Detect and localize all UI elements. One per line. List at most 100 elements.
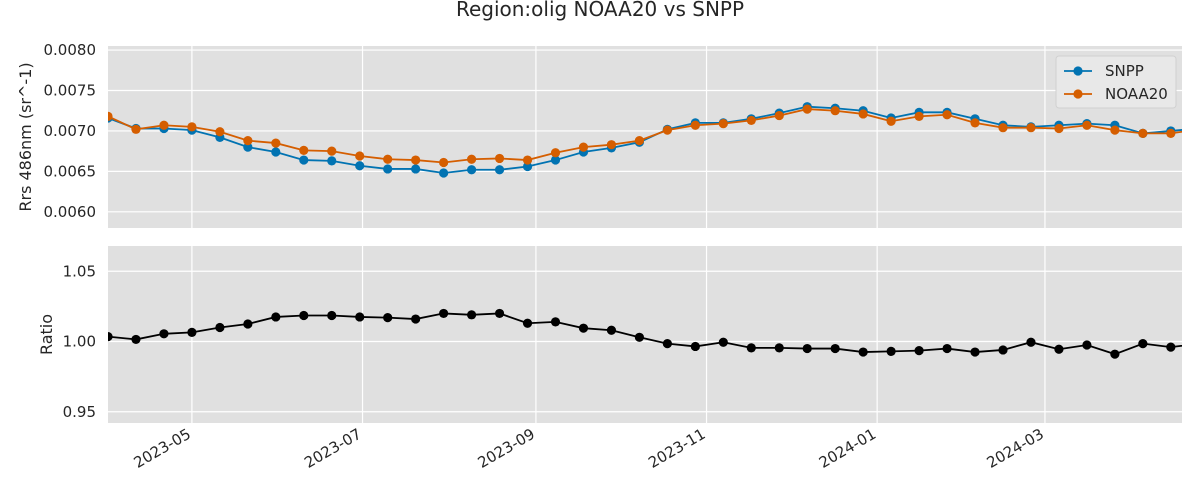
legend-item-noaa20: NOAA20 <box>1064 85 1168 103</box>
data-point <box>327 156 337 166</box>
y-tick-label: 0.0065 <box>44 162 97 180</box>
data-point <box>550 155 561 165</box>
bottom-panel-background <box>108 246 1182 423</box>
data-point <box>942 343 952 354</box>
data-point <box>494 308 505 319</box>
data-point <box>108 111 113 121</box>
bottom-panel-y-label: Ratio <box>37 314 56 355</box>
data-point <box>1026 337 1036 347</box>
data-point <box>1110 349 1120 359</box>
bottom-panel-y-ticks: 0.95 1.00 1.05 <box>63 262 96 420</box>
data-point <box>1166 342 1176 352</box>
y-tick-label: 0.0080 <box>44 41 97 59</box>
data-point <box>466 310 477 320</box>
bottom-panel-grid <box>108 246 1182 423</box>
series-line <box>108 312 1182 356</box>
data-point <box>1138 339 1148 349</box>
data-point <box>662 339 672 349</box>
data-point <box>662 125 672 135</box>
data-point <box>355 312 365 322</box>
data-point <box>998 123 1008 133</box>
series-ratio <box>108 308 1182 359</box>
data-point <box>187 327 197 337</box>
data-point <box>830 343 840 354</box>
y-tick-label: 0.95 <box>63 403 96 421</box>
data-point <box>522 161 533 172</box>
data-point <box>970 347 980 357</box>
data-point <box>746 343 756 353</box>
data-point <box>243 136 253 146</box>
data-point <box>411 155 421 165</box>
data-point <box>299 155 309 165</box>
data-point <box>187 122 197 132</box>
data-point <box>914 346 924 356</box>
top-panel-y-ticks: 0.0060 0.0065 0.0070 0.0075 0.0080 <box>44 41 97 221</box>
series-noaa20 <box>108 104 1200 168</box>
x-tick-label: 2023-05 <box>131 425 194 472</box>
series-line <box>108 105 1182 174</box>
data-point <box>550 317 561 327</box>
y-tick-label: 0.0075 <box>44 81 97 99</box>
data-point <box>914 111 924 121</box>
legend-item-snpp: SNPP <box>1064 62 1144 80</box>
data-point <box>327 310 337 321</box>
data-point <box>1194 125 1200 134</box>
data-point <box>774 343 784 353</box>
data-point <box>1082 340 1092 350</box>
series-line <box>108 108 1182 164</box>
x-tick-label: 2023-09 <box>475 425 538 472</box>
x-tick-label: 2024-01 <box>816 425 879 472</box>
data-point <box>858 347 868 357</box>
data-point <box>1054 344 1064 354</box>
legend-label-noaa20: NOAA20 <box>1105 85 1168 103</box>
data-point <box>131 334 141 345</box>
data-point <box>355 161 365 171</box>
data-point <box>271 138 281 148</box>
data-point <box>271 147 281 157</box>
data-point <box>215 322 225 333</box>
data-point <box>466 165 477 175</box>
data-point <box>494 165 505 175</box>
data-point <box>746 115 756 126</box>
data-point <box>550 148 561 158</box>
data-point <box>355 151 365 161</box>
data-point <box>383 313 393 323</box>
y-tick-label: 1.00 <box>63 333 96 351</box>
data-point <box>327 146 337 156</box>
data-point <box>858 109 868 119</box>
data-point <box>411 314 421 324</box>
data-point <box>439 157 449 168</box>
data-point <box>439 168 449 178</box>
legend-marker-noaa20 <box>1073 89 1083 99</box>
y-tick-label: 1.05 <box>63 262 96 280</box>
data-point <box>606 140 617 150</box>
x-tick-label: 2024-03 <box>984 425 1047 472</box>
data-point <box>1194 124 1200 133</box>
data-point <box>718 119 728 129</box>
x-tick-label: 2023-07 <box>301 425 364 472</box>
data-point <box>634 136 645 146</box>
legend-marker-snpp <box>1073 66 1083 76</box>
top-panel-y-label: Rrs 486nm (sr^-1) <box>16 62 35 211</box>
data-point <box>606 325 617 335</box>
data-point <box>1110 125 1120 135</box>
data-point <box>578 142 589 152</box>
data-point <box>1166 128 1176 138</box>
data-point <box>1082 120 1092 130</box>
data-point <box>774 110 784 121</box>
data-point <box>886 346 896 356</box>
data-point <box>690 341 700 352</box>
top-panel-background <box>108 46 1182 228</box>
data-point <box>299 310 309 321</box>
data-point <box>466 154 477 164</box>
data-point <box>243 319 253 329</box>
legend: SNPP NOAA20 <box>1055 55 1177 109</box>
data-point <box>159 329 169 339</box>
data-point <box>970 118 980 128</box>
data-point <box>271 312 281 322</box>
data-point <box>411 164 421 174</box>
data-point <box>159 120 169 130</box>
data-point <box>522 155 533 165</box>
data-point <box>108 332 113 342</box>
